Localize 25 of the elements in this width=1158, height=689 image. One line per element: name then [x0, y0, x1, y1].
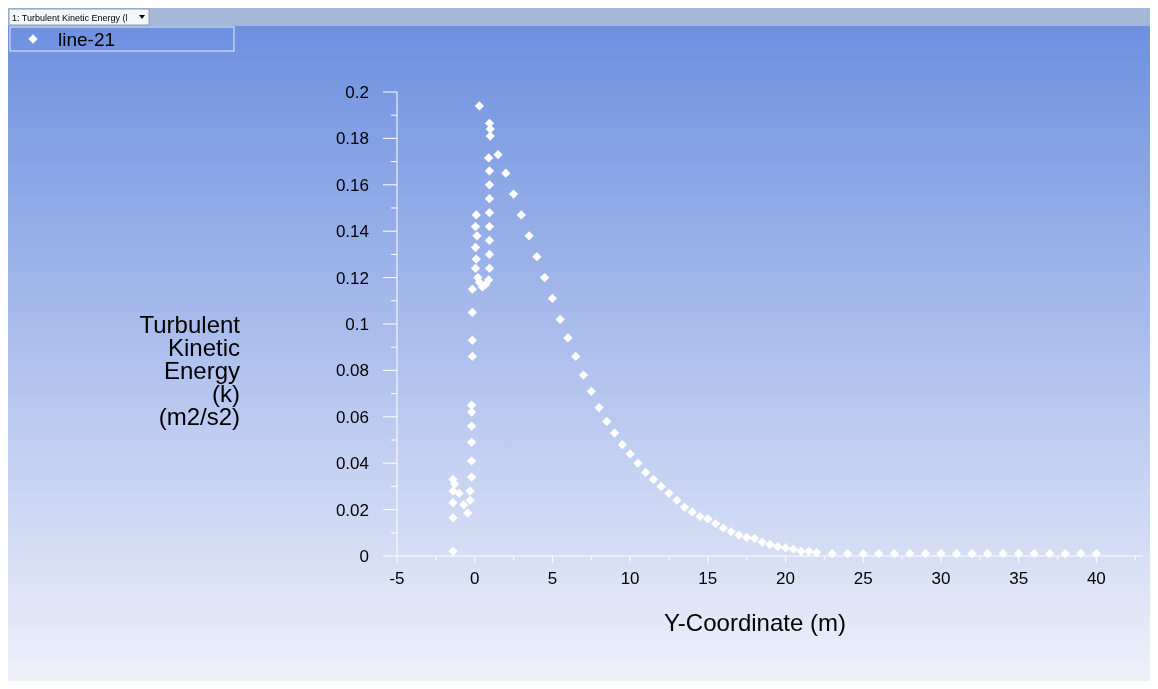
x-tick-label: 30	[931, 569, 951, 588]
y-tick-label: 0.04	[335, 454, 369, 474]
x-tick-label: 40	[1086, 569, 1106, 588]
x-tick-label: 15	[698, 569, 718, 588]
x-tick-label: -5	[389, 569, 405, 588]
y-tick-label: 0	[359, 547, 369, 566]
y-tick-label: 0.18	[335, 129, 369, 149]
text: 1: Turbulent Kinetic Energy (l	[12, 13, 128, 23]
y-axis-title: Turbulent Kinetic Energy (k) (m2/s2)	[139, 311, 241, 430]
y-tick-label: 0.1	[345, 315, 369, 334]
y-tick-label: 0.14	[335, 222, 369, 242]
x-tick-label: 25	[853, 569, 873, 588]
x-tick-label: 35	[1009, 569, 1029, 588]
x-tick-label: 5	[547, 569, 558, 588]
y-tick-label: 0.16	[335, 175, 369, 195]
x-tick-label: 20	[776, 569, 795, 588]
y-tick-label: 0.02	[335, 500, 369, 520]
x-tick-label: 0	[469, 569, 480, 588]
legend-label: line-21	[58, 29, 116, 50]
y-tick-label: 0.06	[335, 407, 369, 427]
y-tick-label: 0.2	[345, 83, 369, 102]
x-tick-label: 10	[620, 569, 640, 588]
y-tick-label: 0.12	[335, 268, 369, 288]
y-tick-label: 0.08	[335, 361, 369, 381]
x-axis-title: Y-Coordinate (m)	[664, 609, 846, 636]
